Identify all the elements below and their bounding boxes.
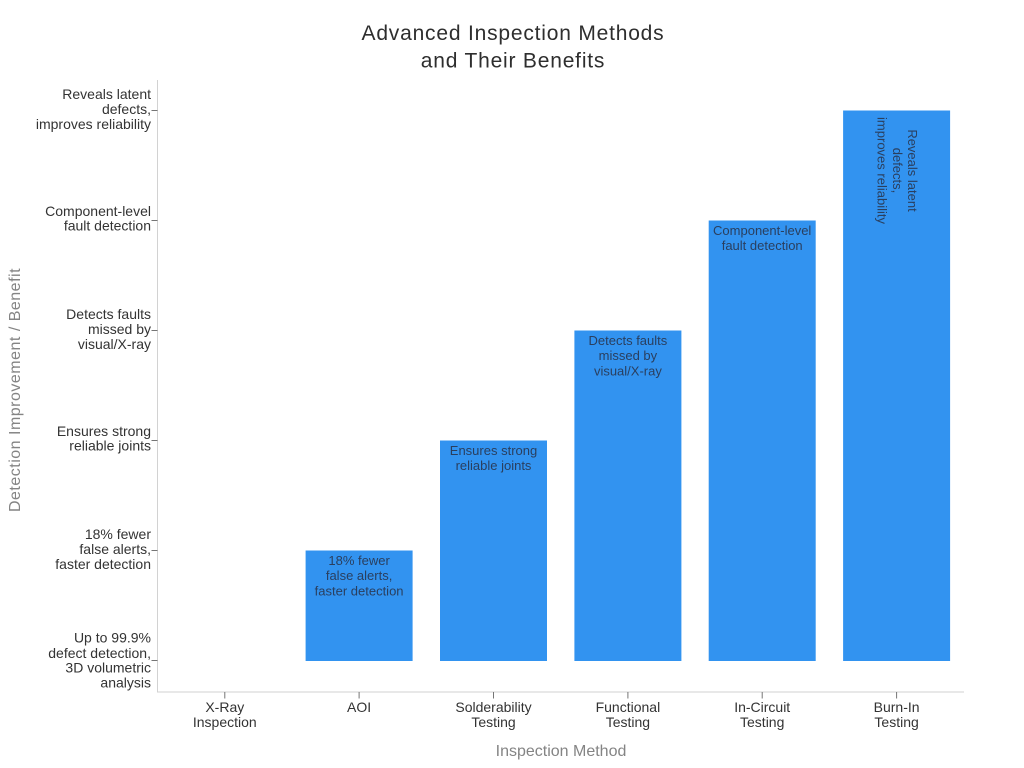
svg-text:visual/X-ray: visual/X-ray — [78, 336, 151, 352]
svg-text:faster detection: faster detection — [55, 556, 151, 572]
svg-text:Advanced Inspection Methods: Advanced Inspection Methods — [362, 22, 665, 45]
svg-text:Up to 99.9%: Up to 99.9% — [74, 630, 151, 646]
svg-text:reliable joints: reliable joints — [69, 438, 151, 454]
svg-text:reliable joints: reliable joints — [456, 458, 532, 473]
svg-text:defect detection,: defect detection, — [48, 645, 151, 661]
svg-text:visual/X-ray: visual/X-ray — [594, 363, 662, 378]
svg-text:Component-level: Component-level — [45, 203, 151, 219]
svg-text:Burn-In: Burn-In — [874, 699, 920, 715]
svg-text:Testing: Testing — [874, 714, 918, 730]
svg-text:In-Circuit: In-Circuit — [734, 699, 790, 715]
svg-text:X-Ray: X-Ray — [205, 699, 244, 715]
svg-text:3D volumetric: 3D volumetric — [65, 660, 151, 676]
svg-text:missed by: missed by — [599, 348, 658, 363]
svg-text:18% fewer: 18% fewer — [85, 526, 151, 542]
svg-text:Ensures strong: Ensures strong — [450, 443, 537, 458]
svg-text:Functional: Functional — [596, 699, 661, 715]
svg-text:analysis: analysis — [100, 675, 151, 691]
svg-text:AOI: AOI — [347, 699, 371, 715]
svg-text:fault detection: fault detection — [722, 238, 803, 253]
svg-text:defects,: defects, — [890, 148, 905, 194]
svg-text:faster detection: faster detection — [315, 583, 404, 598]
svg-text:fault detection: fault detection — [64, 218, 151, 234]
svg-text:Detection Improvement / Benefi: Detection Improvement / Benefit — [7, 268, 24, 512]
svg-text:false alerts,: false alerts, — [79, 541, 151, 557]
svg-text:improves reliability: improves reliability — [875, 117, 890, 224]
svg-text:Detects faults: Detects faults — [66, 306, 151, 322]
svg-text:Inspection: Inspection — [193, 714, 257, 730]
svg-text:Solderability: Solderability — [455, 699, 531, 715]
svg-text:and Their Benefits: and Their Benefits — [421, 49, 605, 72]
svg-text:Inspection Method: Inspection Method — [496, 743, 627, 760]
svg-text:defects,: defects, — [102, 101, 151, 117]
svg-text:18% fewer: 18% fewer — [328, 553, 390, 568]
svg-text:Ensures strong: Ensures strong — [57, 423, 151, 439]
svg-text:Reveals latent: Reveals latent — [905, 129, 920, 212]
svg-text:false alerts,: false alerts, — [326, 568, 392, 583]
svg-text:Testing: Testing — [740, 714, 784, 730]
svg-text:Testing: Testing — [606, 714, 650, 730]
svg-text:Reveals latent: Reveals latent — [62, 86, 151, 102]
svg-text:improves reliability: improves reliability — [36, 116, 151, 132]
svg-text:missed by: missed by — [88, 321, 151, 337]
svg-text:Detects faults: Detects faults — [589, 333, 668, 348]
svg-text:Testing: Testing — [471, 714, 515, 730]
svg-text:Component-level: Component-level — [713, 223, 811, 238]
